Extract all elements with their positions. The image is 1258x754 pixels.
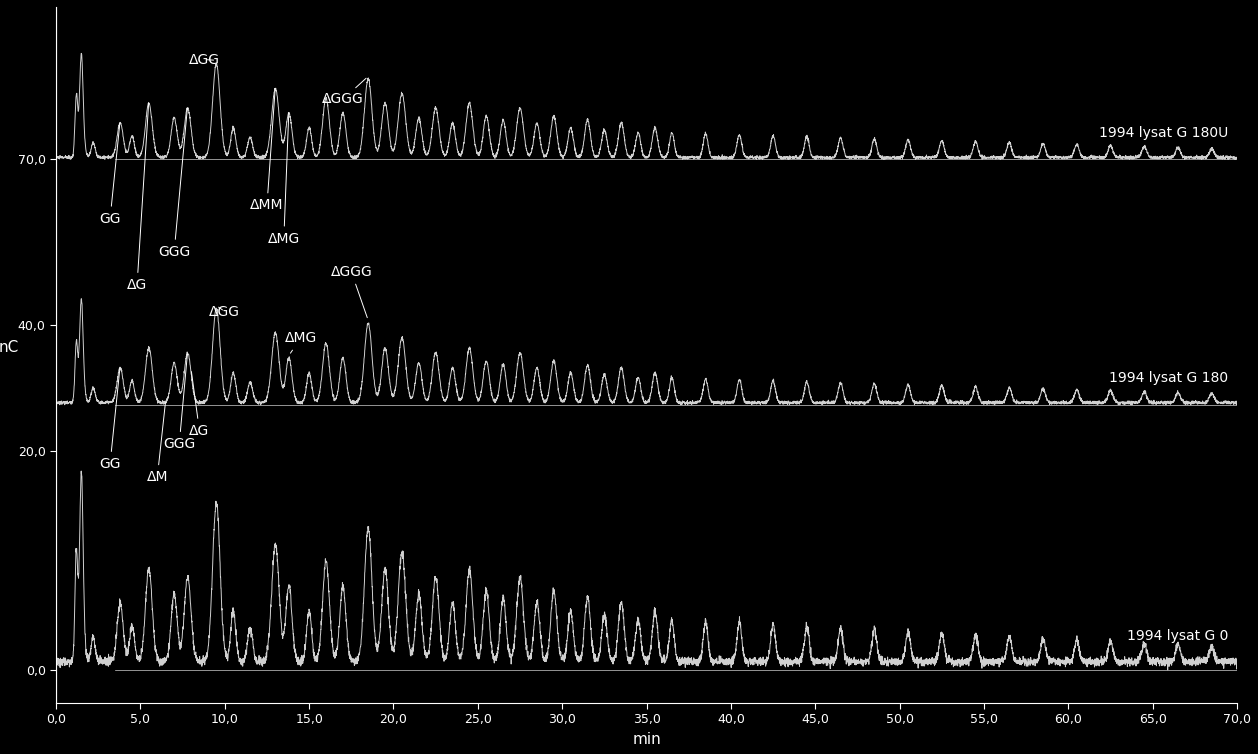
Text: 1994 lysat G 0: 1994 lysat G 0 xyxy=(1127,630,1229,643)
Text: ΔMG: ΔMG xyxy=(268,113,299,246)
Text: GG: GG xyxy=(99,368,121,471)
Text: ΔM: ΔM xyxy=(146,403,169,484)
Text: GG: GG xyxy=(99,123,121,225)
Text: GGG: GGG xyxy=(164,354,195,451)
Y-axis label: nC: nC xyxy=(0,340,19,355)
Text: GGG: GGG xyxy=(159,108,190,259)
Text: ΔGGG: ΔGGG xyxy=(322,78,366,106)
Text: ΔG: ΔG xyxy=(190,372,210,438)
Text: ΔGG: ΔGG xyxy=(189,53,220,66)
X-axis label: min: min xyxy=(633,732,660,747)
Text: 1994 lysat G 180U: 1994 lysat G 180U xyxy=(1099,126,1229,139)
Text: ΔG: ΔG xyxy=(127,103,148,292)
Text: ΔMM: ΔMM xyxy=(250,88,284,213)
Text: ΔGG: ΔGG xyxy=(209,305,240,318)
Text: ΔGGG: ΔGGG xyxy=(331,265,372,317)
Text: 1994 lysat G 180: 1994 lysat G 180 xyxy=(1110,371,1229,385)
Text: ΔMG: ΔMG xyxy=(284,331,317,353)
